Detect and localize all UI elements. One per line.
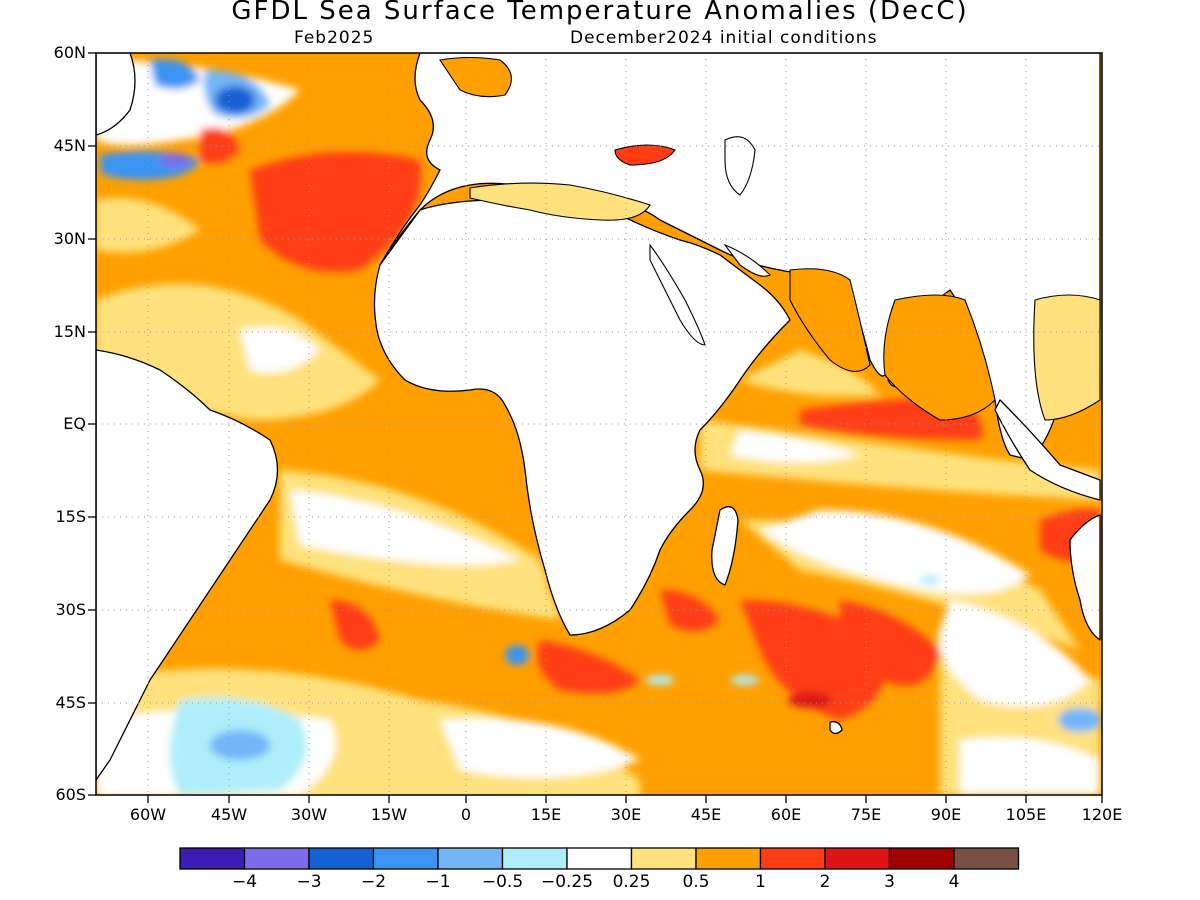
colorbar-label: −4 xyxy=(231,872,258,892)
lat-label: 45N xyxy=(53,136,86,155)
initial-conditions-label: December2024 initial conditions xyxy=(570,28,878,48)
colorbar-swatch xyxy=(501,847,568,870)
lon-label: 90E xyxy=(930,805,962,824)
colorbar-swatch xyxy=(179,847,246,870)
colorbar-swatch xyxy=(888,847,955,870)
colorbar-swatch xyxy=(243,847,310,870)
colorbar-label: −1 xyxy=(425,872,451,892)
forecast-month: Feb2025 xyxy=(294,28,375,48)
colorbar-label: −2 xyxy=(360,872,387,892)
lat-label: EQ xyxy=(63,414,86,433)
colorbar-label: −3 xyxy=(296,872,322,892)
colorbar xyxy=(179,847,1020,870)
colorbar-swatch xyxy=(437,847,504,870)
colorbar-label: 0.5 xyxy=(682,872,710,892)
lon-label: 0 xyxy=(460,805,472,824)
colorbar-swatch xyxy=(566,847,633,870)
colorbar-label: −0.25 xyxy=(540,872,594,892)
axis-ticks xyxy=(88,52,1103,803)
colorbar-label: 1 xyxy=(755,872,766,892)
colorbar-label: 2 xyxy=(819,872,831,892)
lon-label: 45E xyxy=(690,805,722,824)
colorbar-swatch xyxy=(630,847,697,870)
colorbar-swatch xyxy=(759,847,826,870)
colorbar-label: −0.5 xyxy=(481,872,524,892)
gridlines xyxy=(96,53,1102,795)
lat-label: 60N xyxy=(53,43,86,62)
lat-label: 30N xyxy=(53,229,86,248)
colorbar-label: 3 xyxy=(884,872,895,892)
lat-label: 45S xyxy=(55,693,86,712)
lon-label: 105E xyxy=(1005,805,1047,824)
map-title: GFDL Sea Surface Temperature Anomalies (… xyxy=(231,0,969,26)
lat-label: 60S xyxy=(55,785,86,804)
lat-label: 15N xyxy=(53,322,86,341)
lon-label: 120E xyxy=(1081,805,1123,824)
lon-label: 15E xyxy=(530,805,562,824)
lon-label: 15W xyxy=(370,805,408,824)
lon-label: 60W xyxy=(129,805,167,824)
colorbar-swatch xyxy=(824,847,891,870)
lat-label: 30S xyxy=(55,600,86,619)
lat-label: 15S xyxy=(55,507,86,526)
colorbar-swatch xyxy=(695,847,762,870)
lon-label: 75E xyxy=(850,805,882,824)
lon-label: 30E xyxy=(610,805,642,824)
colorbar-swatch xyxy=(953,847,1020,870)
colorbar-swatch xyxy=(372,847,439,870)
colorbar-label: 0.25 xyxy=(612,872,651,892)
lon-label: 45W xyxy=(210,805,248,824)
anomaly-field xyxy=(96,53,1102,795)
colorbar-label: 4 xyxy=(948,872,960,892)
lon-label: 60E xyxy=(770,805,802,824)
lon-label: 30W xyxy=(290,805,328,824)
colorbar-swatch xyxy=(308,847,375,870)
